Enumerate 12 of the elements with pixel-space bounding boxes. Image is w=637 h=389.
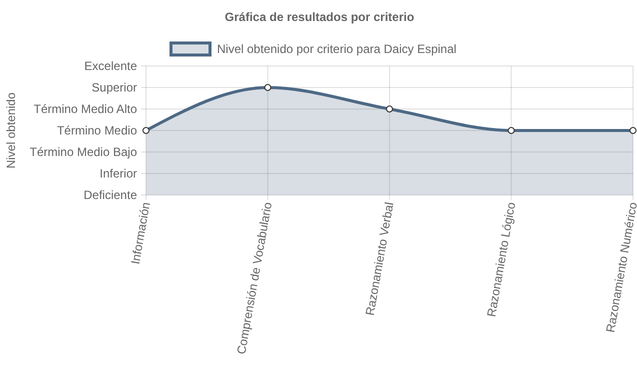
chart-title: Gráfica de resultados por criterio [224, 10, 414, 24]
legend-label: Nivel obtenido por criterio para Daicy Espinal [217, 42, 456, 56]
x-tick-label: Comprensión de Vocabulario [234, 200, 275, 356]
category-label: Excelente [84, 59, 137, 73]
category-label: Superior [92, 80, 137, 94]
text: Nivel obtenido [4, 92, 18, 169]
category-label: Término Medio Alto [34, 102, 137, 116]
category-label: Deficiente [84, 188, 137, 202]
category-label: Inferior [100, 166, 137, 180]
category-label: Término Medio [56, 124, 137, 138]
category-label: Término Medio Bajo [30, 145, 137, 159]
x-tick-label: Información [128, 201, 153, 266]
